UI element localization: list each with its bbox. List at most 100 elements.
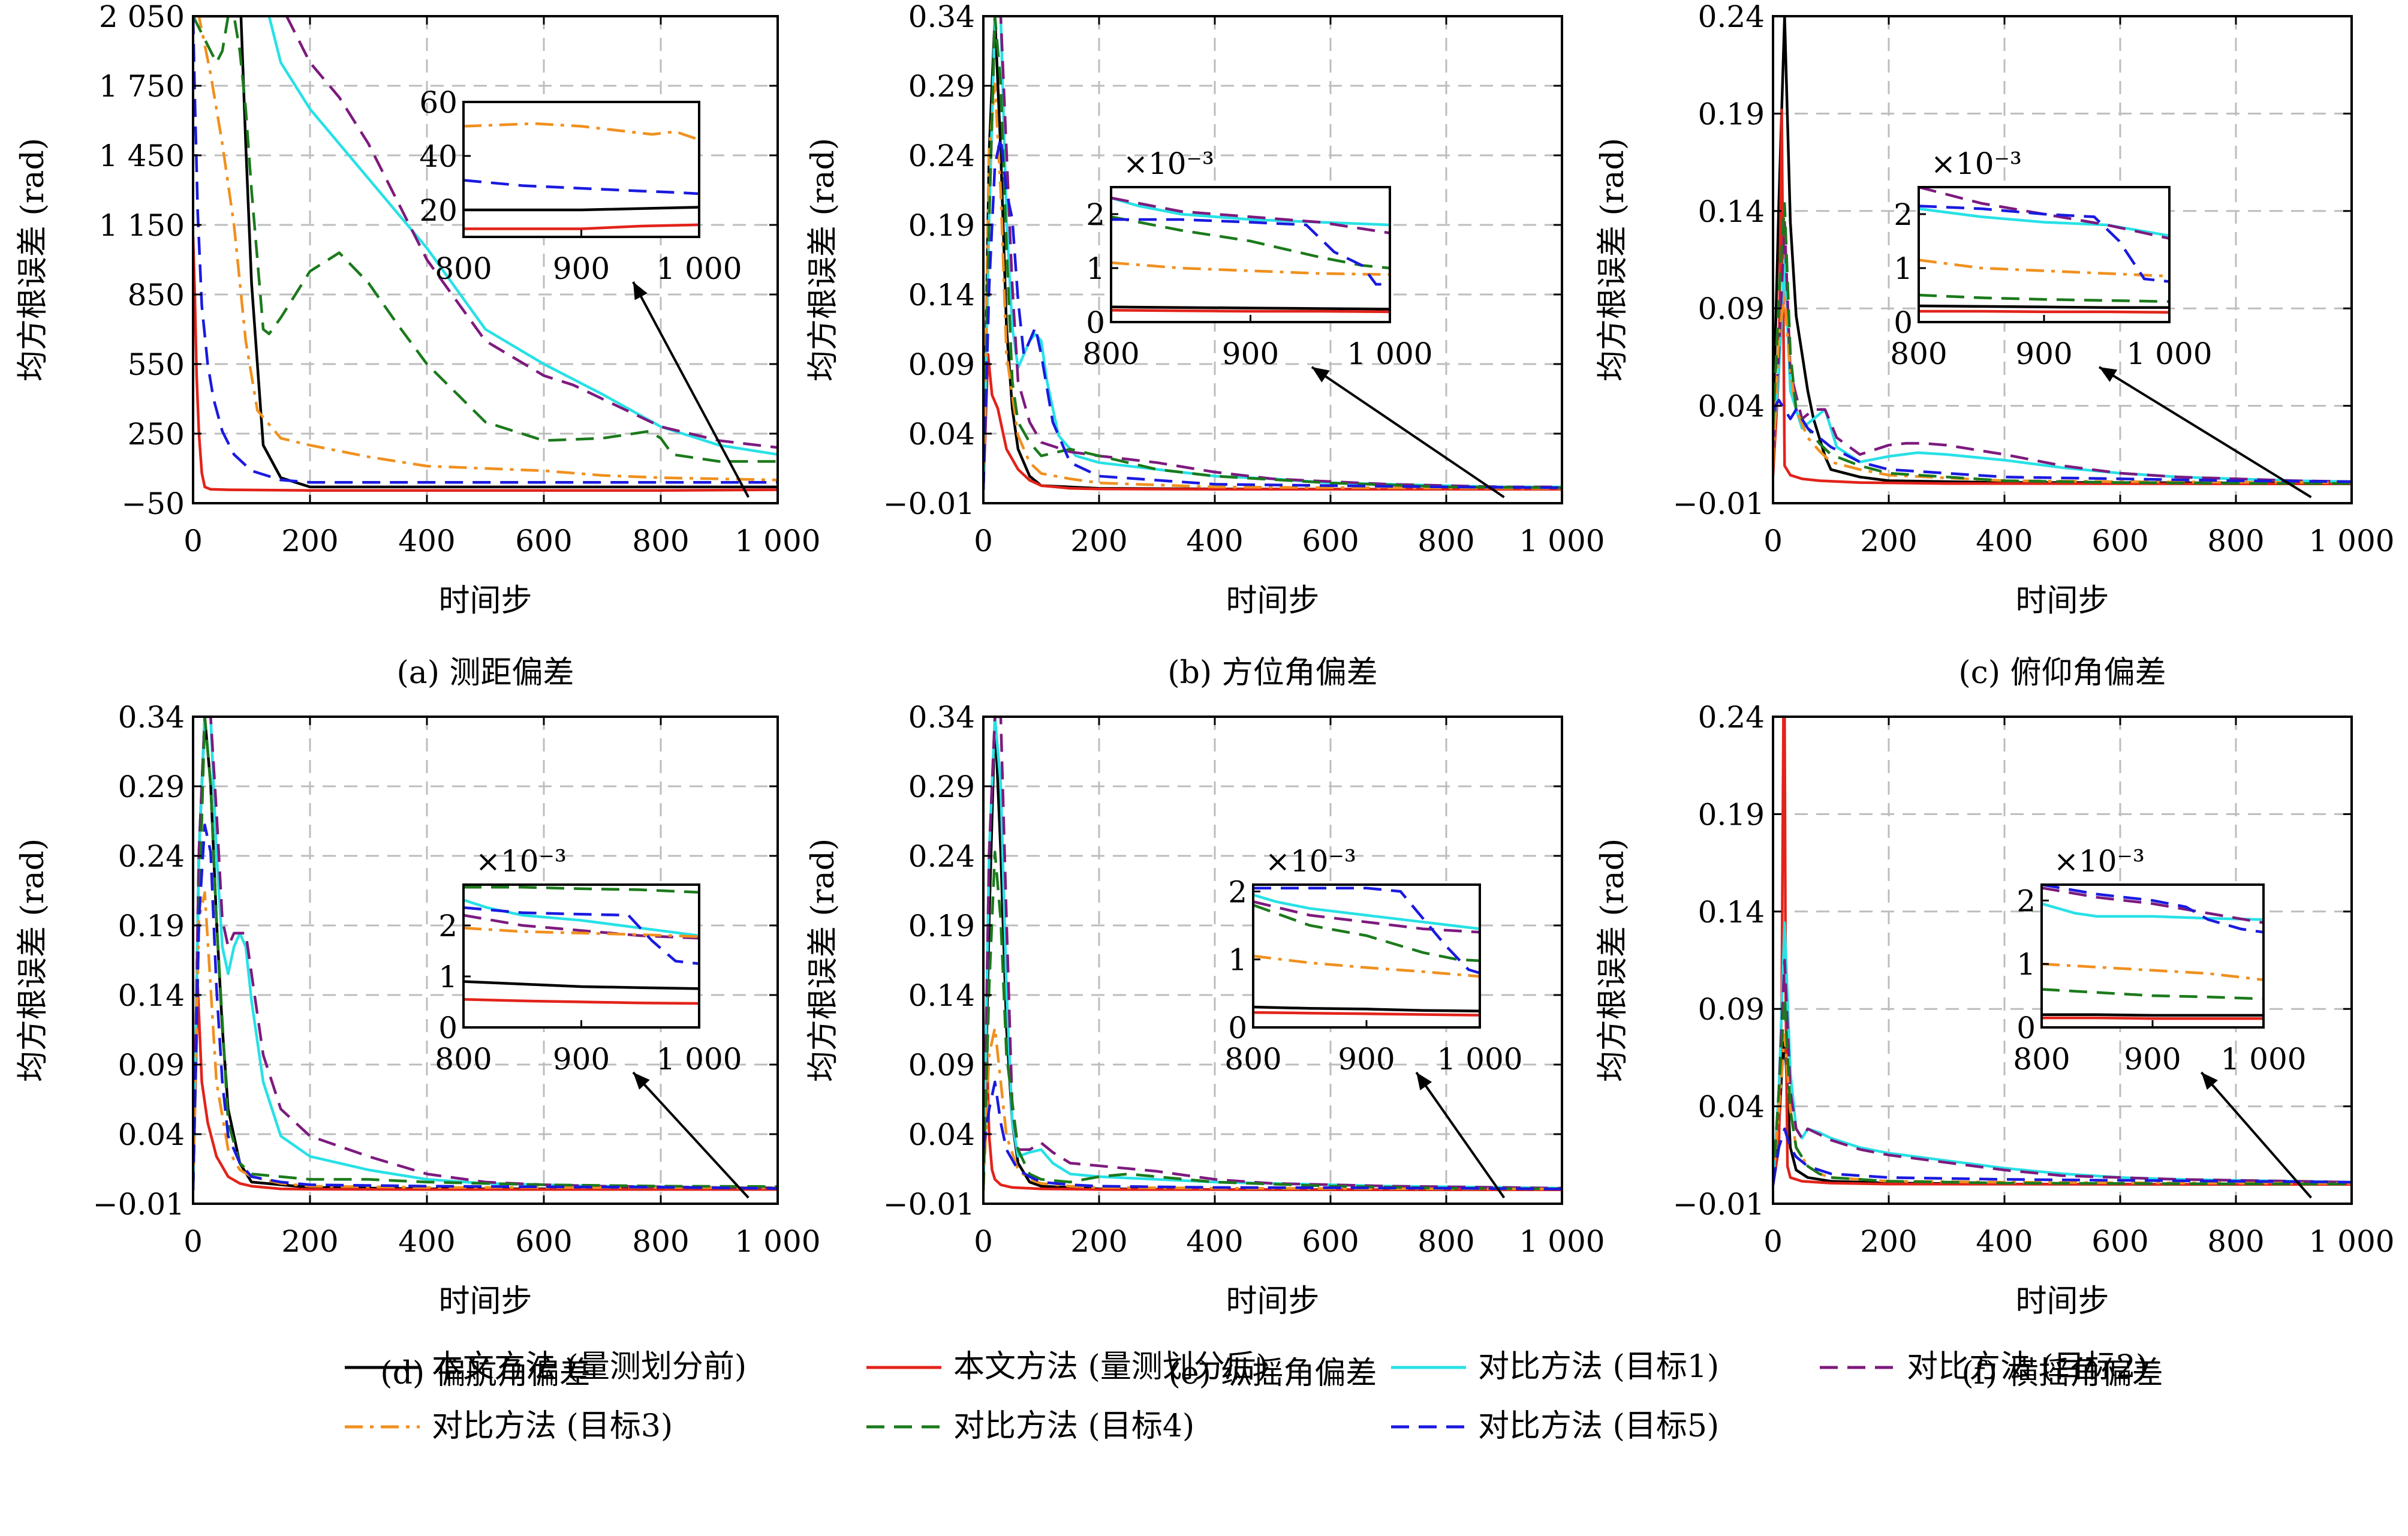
y-tick-label: 0.34	[118, 700, 185, 735]
y-axis-label: 均方根误差 (rad)	[805, 838, 841, 1082]
inset-series-line-t2	[1253, 900, 1480, 934]
y-tick-label: 0.24	[118, 839, 185, 874]
y-tick-label: −0.01	[1673, 486, 1765, 521]
inset-series-line-t3	[463, 927, 699, 938]
series-line-after	[193, 985, 778, 1191]
series-group	[983, 16, 1562, 491]
y-tick-label: 0.14	[118, 978, 185, 1013]
inset-series-line-t4	[1111, 215, 1390, 270]
series-line-t5	[193, 823, 778, 1191]
x-tick-label: 400	[1976, 1224, 2033, 1259]
y-tick-label: −50	[121, 486, 185, 521]
inset-series-line-t3	[463, 122, 699, 142]
y-tick-label: 0.34	[908, 700, 975, 735]
x-tick-label: 600	[2091, 1224, 2148, 1259]
x-tick-label: 1 000	[735, 524, 820, 558]
chart-panel-6: 0 200 400 600 800 1 000 −0.01 0.04 0.09 0.14 0.19 0…	[1595, 700, 2395, 1391]
y-tick-label: 0.24	[908, 839, 975, 874]
inset-series-line-t3	[1919, 258, 2169, 278]
y-tick-label: 0.14	[1698, 194, 1765, 229]
inset-x-tick-label: 1 000	[656, 251, 742, 286]
inset-x-tick-label: 1 000	[2220, 1042, 2306, 1077]
y-tick-label: 0.19	[908, 909, 975, 943]
x-tick-label: 0	[974, 1224, 993, 1259]
y-tick-label: 0.09	[908, 347, 975, 382]
series-line-after	[983, 353, 1562, 491]
inset-scale-label: ×10⁻³	[475, 844, 567, 879]
x-tick-label: 400	[398, 1224, 455, 1259]
y-tick-label: 0.19	[908, 208, 975, 243]
inset-y-tick-label: 2	[438, 909, 457, 943]
series-line-after	[193, 236, 778, 492]
series-line-t5	[1773, 1127, 2352, 1186]
x-tick-label: 0	[183, 524, 203, 558]
inset-series-line-t5	[463, 179, 699, 196]
x-tick-label: 200	[281, 524, 338, 558]
panel-caption: (c) 俯仰角偏差	[1958, 655, 2166, 691]
legend-label: 对比方法 (目标5)	[1478, 1408, 1719, 1444]
chart-panel-3: 0 200 400 600 800 1 000 −0.01 0.04 0.09 0.14 0.19 0…	[1595, 0, 2395, 691]
inset-arrow	[1311, 366, 1505, 498]
inset-x-tick-label: 900	[1222, 336, 1279, 371]
series-group	[1773, 717, 2352, 1186]
x-tick-label: 800	[632, 1224, 689, 1259]
x-tick-label: 1 000	[1519, 1224, 1605, 1259]
legend-label: 对比方法 (目标3)	[432, 1408, 673, 1444]
legend-item-t3: 对比方法 (目标3)	[345, 1408, 673, 1444]
legend-item-t4: 对比方法 (目标4)	[866, 1408, 1194, 1444]
x-tick-label: 400	[1186, 524, 1243, 558]
inset-y-tick-label: 0	[438, 1011, 457, 1045]
series-group	[193, 717, 778, 1191]
series-line-t5	[1773, 398, 2352, 483]
x-tick-label: 0	[183, 1224, 203, 1259]
legend-label: 对比方法 (目标4)	[953, 1408, 1194, 1444]
inset-y-tick-label: 0	[1228, 1011, 1247, 1045]
inset-series-group	[1111, 196, 1390, 314]
inset-arrow	[2098, 366, 2312, 498]
chart-panel-2: 0 200 400 600 800 1 000 −0.01 0.04 0.09 0.14 0.19 0…	[805, 0, 1605, 691]
y-tick-label: −0.01	[1673, 1187, 1765, 1222]
x-tick-label: 600	[1302, 524, 1359, 558]
inset-arrow-head	[2201, 1072, 2218, 1090]
plot-frame	[192, 716, 779, 1205]
inset-arrow-head	[633, 282, 648, 300]
inset-series-line-t2	[2042, 886, 2263, 924]
series-line-t3	[193, 16, 778, 482]
inset-series-line-before	[1253, 1005, 1480, 1013]
inset-series-line-t1	[2042, 902, 2263, 921]
y-tick-label: 0.19	[1698, 97, 1765, 131]
inset-x-tick-label: 800	[1082, 336, 1139, 371]
inset-x-tick-label: 900	[2124, 1042, 2181, 1077]
chart-panel-4: 0 200 400 600 800 1 000 −0.01 0.04 0.09 0.14 0.19 0…	[15, 700, 821, 1391]
inset-y-tick-label: 2	[1086, 197, 1105, 232]
inset-plot: 800 900 1 000 20 40 60	[419, 85, 750, 498]
inset-series-line-t4	[463, 886, 699, 894]
y-tick-label: 0.14	[1698, 895, 1765, 930]
inset-scale-label: ×10⁻³	[1265, 844, 1356, 879]
panel-caption: (e) 纵摇角偏差	[1169, 1355, 1377, 1391]
series-line-t4	[983, 16, 1562, 490]
y-tick-label: 0.14	[908, 278, 975, 312]
x-tick-label: 200	[1070, 1224, 1127, 1259]
legend-label: 对比方法 (目标2)	[1907, 1349, 2148, 1385]
series-group	[1773, 16, 2352, 486]
inset-series-line-t3	[1253, 954, 1480, 978]
legend-item-t1: 对比方法 (目标1)	[1391, 1349, 1719, 1385]
inset-scale-label: ×10⁻³	[1931, 146, 2022, 181]
x-axis-label: 时间步	[438, 1283, 532, 1319]
series-line-t4	[983, 850, 1562, 1191]
inset-x-tick-label: 1 000	[2126, 336, 2212, 371]
inset-arrow	[1415, 1071, 1506, 1199]
x-tick-label: 800	[632, 524, 689, 558]
y-tick-label: 0.34	[908, 0, 975, 34]
y-tick-label: 0.24	[908, 139, 975, 173]
inset-plot: 800 900 1 000 0 1 2 ×10⁻³	[1224, 844, 1523, 1199]
x-tick-label: 600	[515, 524, 572, 558]
series-line-before	[193, 16, 778, 489]
inset-series-line-t4	[2042, 988, 2263, 1000]
x-axis-label: 时间步	[2015, 1283, 2109, 1319]
y-tick-label: 850	[128, 278, 185, 312]
plot-frame	[982, 15, 1563, 504]
inset-series-line-before	[1919, 304, 2169, 309]
